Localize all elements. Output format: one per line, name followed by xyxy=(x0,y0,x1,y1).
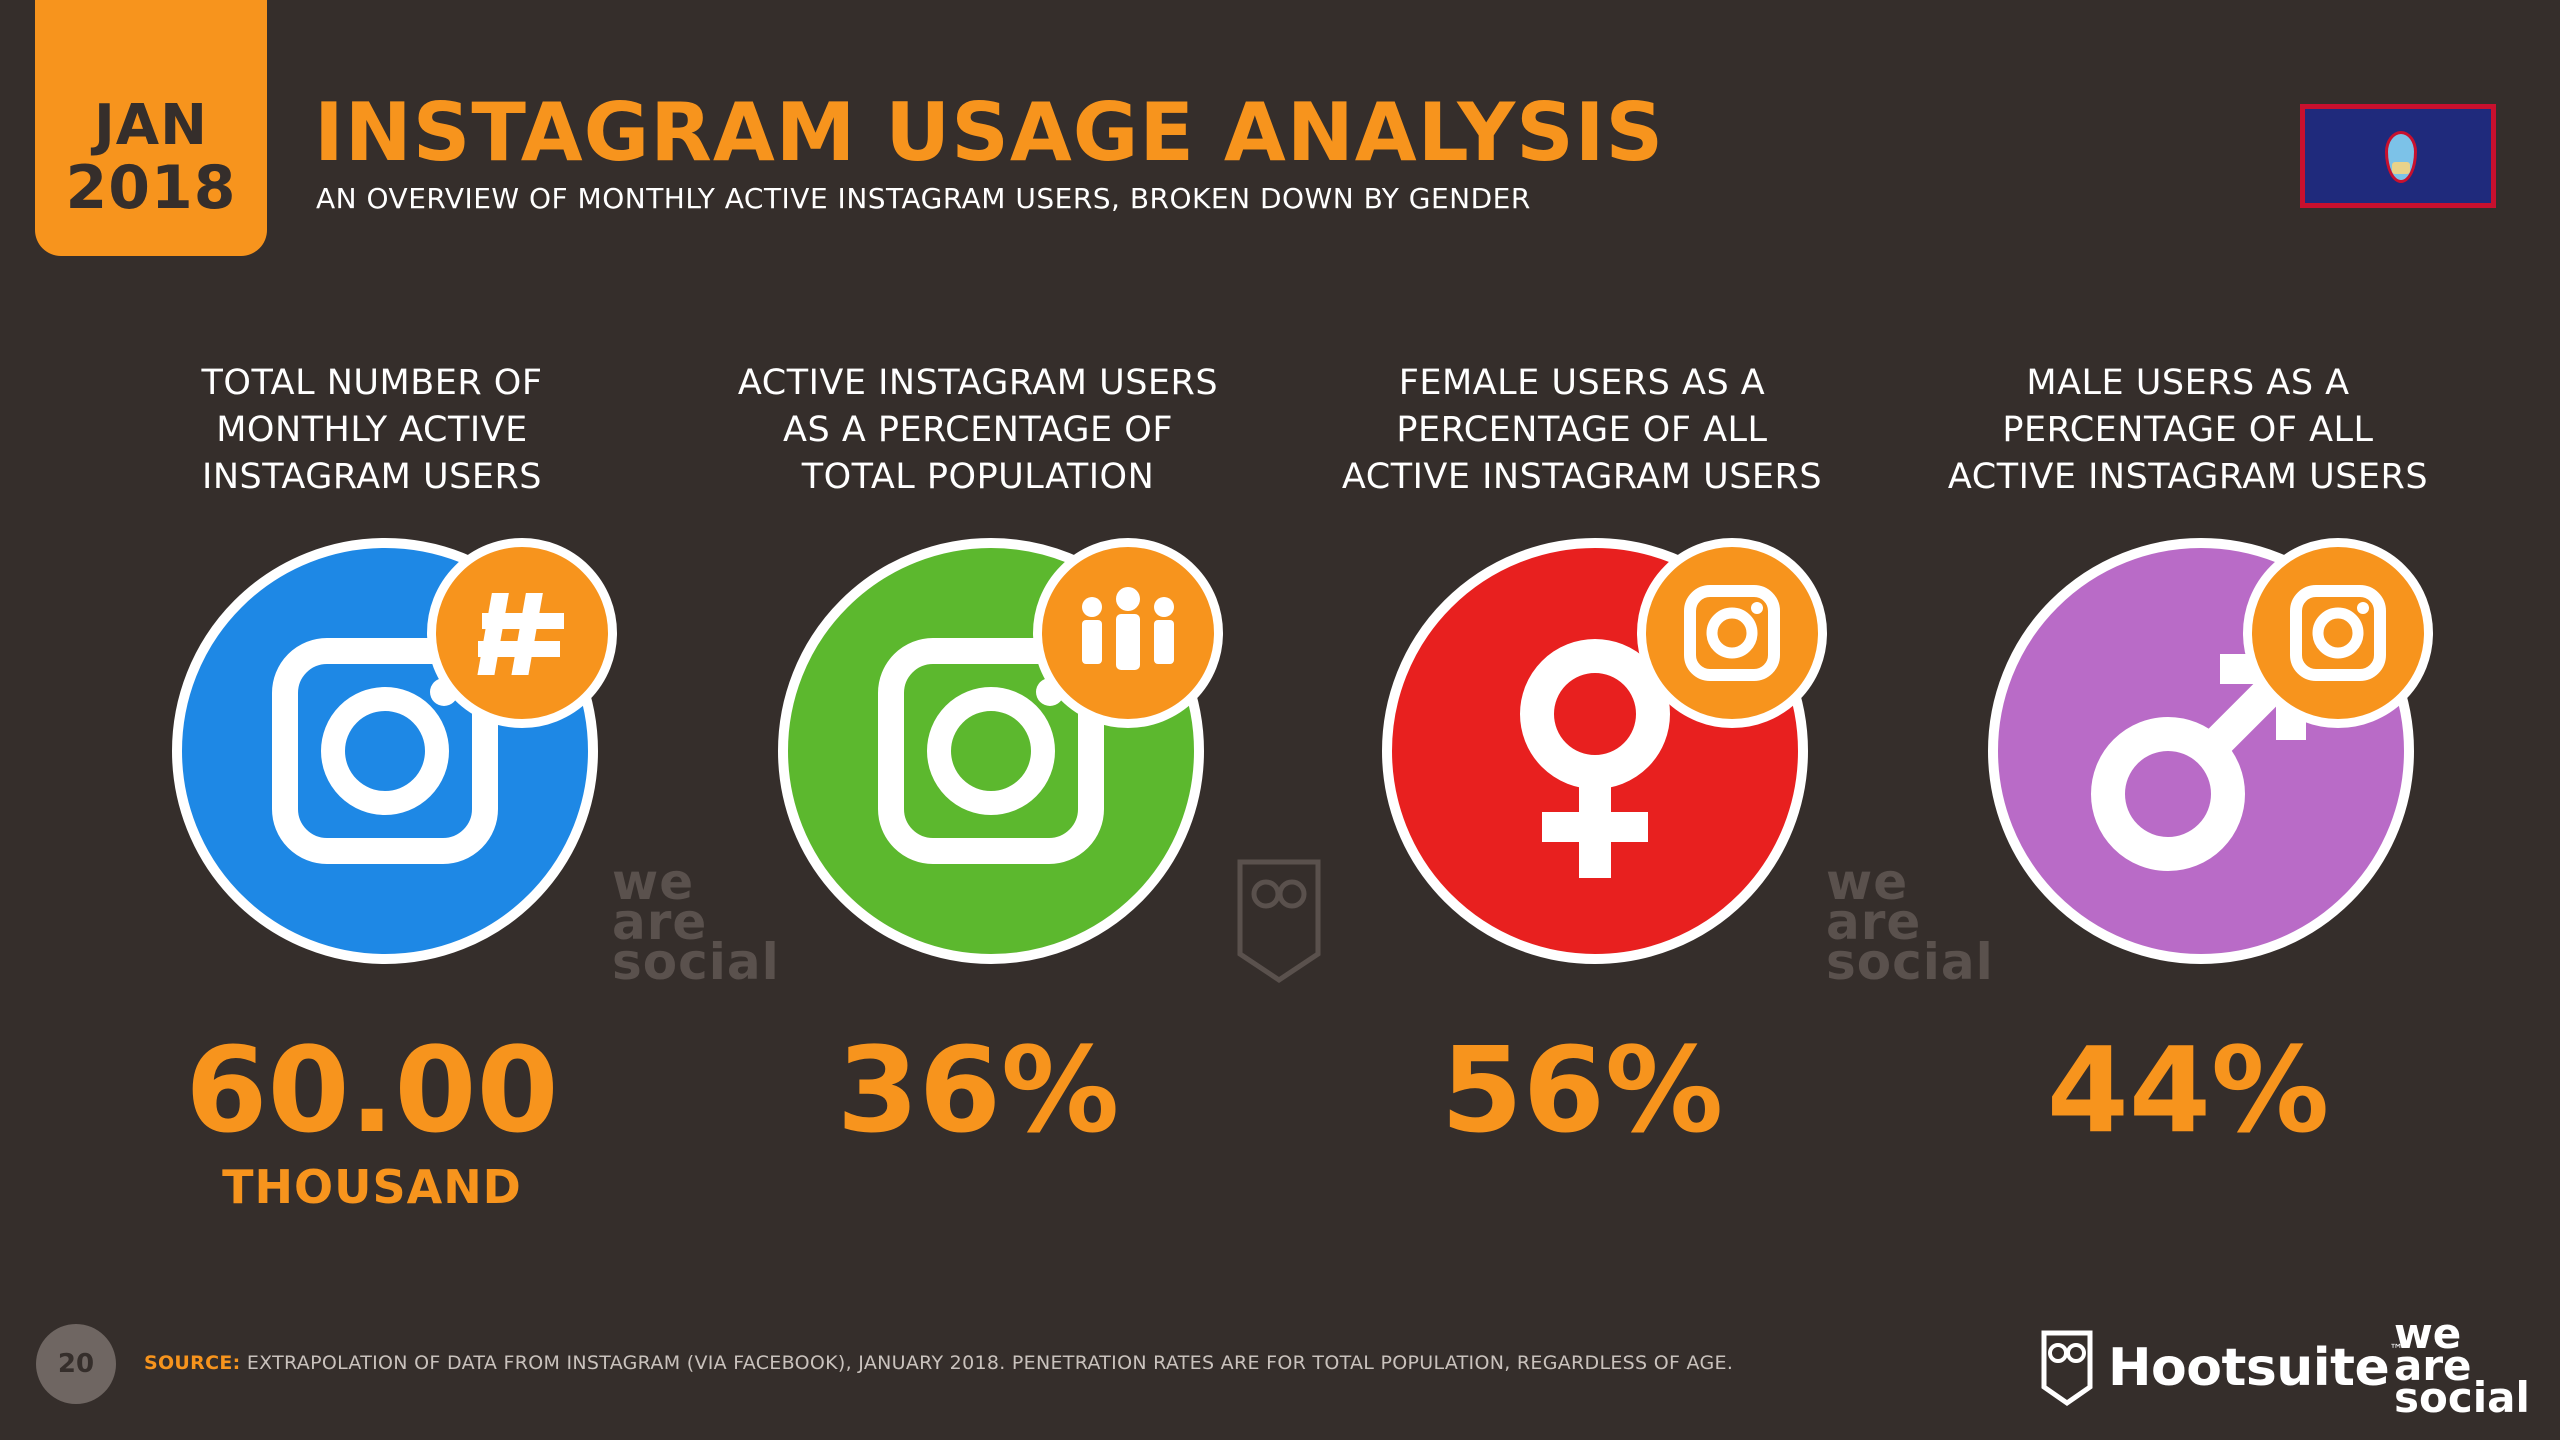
we-are-social-watermark: we are social xyxy=(1826,853,1994,991)
stat-female: FEMALE USERS AS A PERCENTAGE OF ALL ACTI… xyxy=(1302,360,1862,1159)
stat-label-line: MONTHLY ACTIVE xyxy=(216,410,528,450)
trademark-mark: ™ xyxy=(2389,1342,2404,1358)
stat-total-users: TOTAL NUMBER OF MONTHLY ACTIVE INSTAGRAM… xyxy=(92,360,652,1214)
stat-male: MALE USERS AS A PERCENTAGE OF ALL ACTIVE… xyxy=(1908,360,2468,1159)
watermark-line: social xyxy=(612,933,780,991)
stat-label-line: PERCENTAGE OF ALL xyxy=(2002,410,2374,450)
stat-label-line: INSTAGRAM USERS xyxy=(202,457,542,497)
page-number: 20 xyxy=(36,1324,116,1404)
date-month: JAN xyxy=(93,93,209,158)
page-subtitle: AN OVERVIEW OF MONTHLY ACTIVE INSTAGRAM … xyxy=(316,182,1531,215)
stat-label-line: TOTAL NUMBER OF xyxy=(201,363,543,403)
hootsuite-wordmark: Hootsuite xyxy=(2108,1338,2390,1398)
stat-label-line: TOTAL POPULATION xyxy=(801,457,1155,497)
source-label: SOURCE: xyxy=(144,1352,241,1374)
stat-label-line: ACTIVE INSTAGRAM USERS xyxy=(737,363,1219,403)
page-title: INSTAGRAM USAGE ANALYSIS xyxy=(314,86,1665,179)
stat-label: TOTAL NUMBER OF MONTHLY ACTIVE INSTAGRAM… xyxy=(92,360,652,501)
stat-label-line: MALE USERS AS A xyxy=(2026,363,2350,403)
stat-label-line: PERCENTAGE OF ALL xyxy=(1396,410,1768,450)
stat-label-line: ACTIVE INSTAGRAM USERS xyxy=(1341,457,1823,497)
female-glyph xyxy=(1520,639,1670,878)
date-badge: JAN 2018 xyxy=(35,0,267,256)
source-text: EXTRAPOLATION OF DATA FROM INSTAGRAM (VI… xyxy=(246,1352,1734,1374)
source-note: SOURCE: EXTRAPOLATION OF DATA FROM INSTA… xyxy=(144,1350,1733,1376)
stat-penetration: ACTIVE INSTAGRAM USERS AS A PERCENTAGE O… xyxy=(698,360,1258,1159)
watermark-line: are xyxy=(1826,893,1922,951)
stat-label: MALE USERS AS A PERCENTAGE OF ALL ACTIVE… xyxy=(1908,360,2468,501)
hootsuite-owl-icon xyxy=(2041,1330,2093,1407)
stat-value: 56% xyxy=(1440,1021,1724,1159)
stat-label: FEMALE USERS AS A PERCENTAGE OF ALL ACTI… xyxy=(1302,360,1862,501)
stat-value: 60.00 xyxy=(185,1021,559,1159)
instagram-icon xyxy=(2243,538,2433,728)
hootsuite-logo: Hootsuite ™ xyxy=(2040,1328,2403,1408)
flag-seal xyxy=(2385,131,2417,183)
logo-line: we xyxy=(2394,1309,2462,1358)
watermark-line: we xyxy=(612,853,695,911)
stat-value: 44% xyxy=(2046,1021,2330,1159)
date-year: 2018 xyxy=(65,153,237,223)
stat-label-line: AS A PERCENTAGE OF xyxy=(783,410,1173,450)
watermark-line: social xyxy=(1826,933,1994,991)
guam-flag-icon xyxy=(2300,104,2496,208)
instagram-icon xyxy=(1637,538,1827,728)
stat-label-line: FEMALE USERS AS A xyxy=(1398,363,1766,403)
instagram-glyph xyxy=(272,638,498,864)
stat-unit: THOUSAND xyxy=(222,1160,522,1214)
logo-line: are xyxy=(2394,1341,2472,1390)
stat-label-line: ACTIVE INSTAGRAM USERS xyxy=(1947,457,2429,497)
watermark-line: we xyxy=(1826,853,1909,911)
stat-value: 36% xyxy=(836,1021,1120,1159)
stat-label: ACTIVE INSTAGRAM USERS AS A PERCENTAGE O… xyxy=(698,360,1258,501)
people-icon xyxy=(1033,538,1223,728)
hootsuite-owl-watermark-icon xyxy=(1237,859,1321,983)
hashtag-icon xyxy=(427,538,617,728)
watermark-line: are xyxy=(612,893,708,951)
logo-line: social xyxy=(2394,1373,2530,1422)
we-are-social-logo: we are social xyxy=(2394,1309,2530,1422)
we-are-social-watermark: we are social xyxy=(612,853,780,991)
instagram-icon xyxy=(778,538,1204,964)
